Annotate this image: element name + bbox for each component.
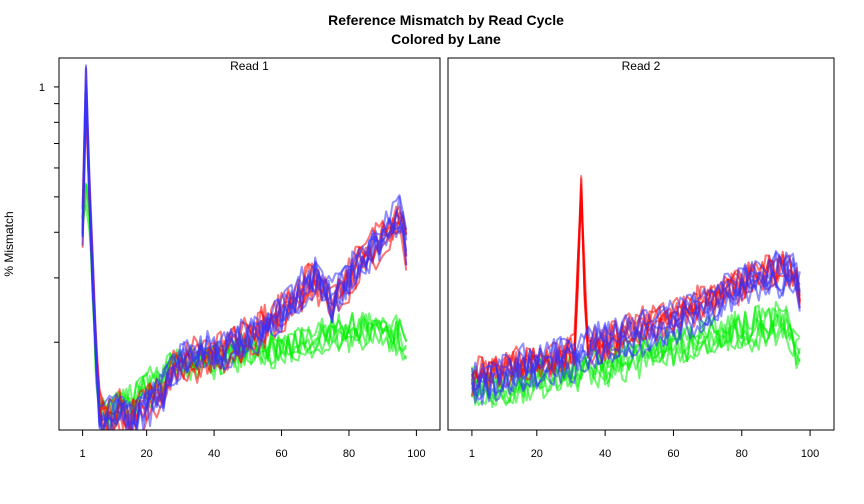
panel-label: Read 2 xyxy=(622,59,661,73)
series-line-blue xyxy=(81,79,407,427)
panel-series xyxy=(81,64,408,430)
x-tick-label: 60 xyxy=(275,448,287,460)
x-tick-label: 40 xyxy=(208,448,220,460)
x-tick-label: 80 xyxy=(343,448,355,460)
x-tick-label: 80 xyxy=(736,448,748,460)
x-tick-label: 40 xyxy=(599,448,611,460)
x-tick-label: 60 xyxy=(667,448,679,460)
x-tick-label: 20 xyxy=(531,448,543,460)
x-tick-label: 1 xyxy=(469,448,475,460)
panel-frame xyxy=(58,57,441,431)
x-tick-label: 100 xyxy=(407,448,425,460)
panel-2: Read 2 1 20 40 60 80 100 xyxy=(447,57,835,460)
x-tick-label: 100 xyxy=(801,448,819,460)
x-tick-label: 20 xyxy=(141,448,153,460)
panel-frame xyxy=(447,57,835,431)
series-line-green xyxy=(81,183,408,422)
chart-subtitle: Colored by Lane xyxy=(391,31,501,47)
panels: Read 1 1 20 40 60 80 100 1 Read 2 1 20 40 60 80 100 xyxy=(39,57,835,460)
series-line-green xyxy=(470,318,801,406)
chart-title: Reference Mismatch by Read Cycle xyxy=(328,12,564,28)
series-line-green xyxy=(81,182,408,420)
series-line-blue xyxy=(470,261,801,401)
x-tick-label: 1 xyxy=(80,448,86,460)
series-line-red xyxy=(470,177,801,391)
y-axis-label: % Mismatch xyxy=(2,211,16,276)
series-line-green xyxy=(81,184,408,422)
panel-label: Read 1 xyxy=(230,59,269,73)
panel-1: Read 1 1 20 40 60 80 100 1 xyxy=(39,57,441,460)
series-line-blue xyxy=(81,88,408,430)
series-line-green xyxy=(81,205,408,428)
y-tick-label: 1 xyxy=(39,82,45,94)
panel-series xyxy=(470,175,801,408)
